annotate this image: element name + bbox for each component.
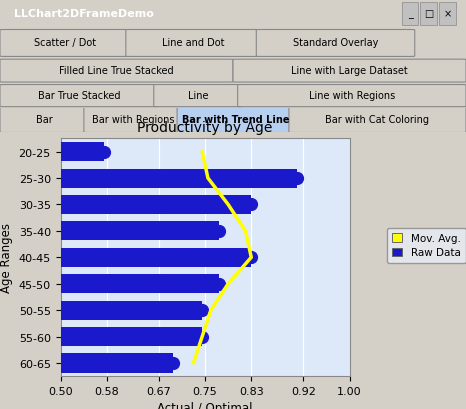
Bar xyxy=(420,3,437,26)
FancyBboxPatch shape xyxy=(0,60,233,83)
FancyBboxPatch shape xyxy=(233,60,466,83)
FancyBboxPatch shape xyxy=(238,85,466,108)
Text: Line: Line xyxy=(188,91,208,101)
Text: Bar with Trend Line: Bar with Trend Line xyxy=(182,115,289,125)
Bar xyxy=(402,3,418,26)
Text: Line and Dot: Line and Dot xyxy=(162,38,225,48)
Bar xyxy=(61,196,251,214)
Text: _: _ xyxy=(408,9,412,19)
FancyBboxPatch shape xyxy=(154,85,242,108)
Bar xyxy=(439,3,456,26)
Bar xyxy=(61,327,202,346)
FancyBboxPatch shape xyxy=(84,108,182,133)
Text: Line with Large Dataset: Line with Large Dataset xyxy=(291,66,408,76)
Text: Bar: Bar xyxy=(36,115,53,125)
Text: LLChart2DFrameDemo: LLChart2DFrameDemo xyxy=(14,9,154,19)
FancyBboxPatch shape xyxy=(0,108,89,133)
Text: □: □ xyxy=(424,9,433,19)
FancyBboxPatch shape xyxy=(126,30,261,57)
Bar xyxy=(61,248,251,267)
Text: Bar with Regions: Bar with Regions xyxy=(91,115,174,125)
FancyBboxPatch shape xyxy=(0,85,158,108)
Y-axis label: Age Ranges: Age Ranges xyxy=(0,223,13,292)
FancyBboxPatch shape xyxy=(256,30,415,57)
Text: ×: × xyxy=(443,9,452,19)
FancyBboxPatch shape xyxy=(289,108,466,133)
FancyBboxPatch shape xyxy=(0,30,130,57)
Text: Standard Overlay: Standard Overlay xyxy=(293,38,378,48)
Text: Bar True Stacked: Bar True Stacked xyxy=(38,91,121,101)
Text: Bar with Cat Coloring: Bar with Cat Coloring xyxy=(325,115,430,125)
Bar xyxy=(61,222,219,241)
Legend: Mov. Avg., Raw Data: Mov. Avg., Raw Data xyxy=(387,229,466,263)
Bar xyxy=(61,169,297,188)
Title: Productivity by Age: Productivity by Age xyxy=(137,121,273,135)
Bar xyxy=(61,274,219,294)
X-axis label: Actual / Optimal: Actual / Optimal xyxy=(158,402,253,409)
Bar xyxy=(61,354,173,373)
FancyBboxPatch shape xyxy=(177,108,294,133)
Text: Line with Regions: Line with Regions xyxy=(308,91,395,101)
Bar xyxy=(61,301,202,320)
Text: Scatter / Dot: Scatter / Dot xyxy=(34,38,96,48)
Bar xyxy=(61,143,104,162)
Text: Filled Line True Stacked: Filled Line True Stacked xyxy=(59,66,174,76)
